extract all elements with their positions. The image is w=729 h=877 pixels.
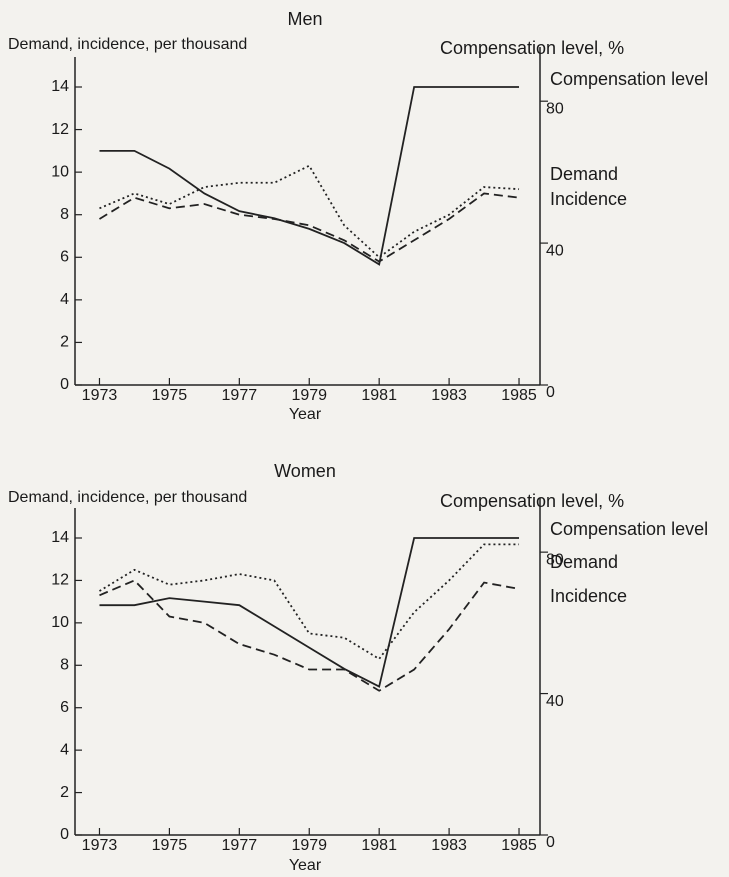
y2-tick-label: 40 (546, 242, 564, 259)
x-tick-label: 1981 (361, 387, 397, 404)
y-tick-label: 4 (60, 291, 69, 308)
series-label: Compensation level (550, 69, 708, 89)
x-tick-label: 1977 (222, 837, 258, 854)
y-tick-label: 2 (60, 784, 69, 801)
y-tick-label: 8 (60, 657, 69, 674)
y-tick-label: 2 (60, 334, 69, 351)
y2-tick-label: 80 (546, 100, 564, 117)
x-axis-label: Year (289, 857, 322, 874)
x-tick-label: 1985 (501, 387, 537, 404)
y-tick-label: 12 (51, 121, 69, 138)
series-line (99, 192, 520, 263)
y-axis-label: Demand, incidence, per thousand (8, 36, 247, 53)
x-tick-label: 1975 (152, 837, 188, 854)
y-tick-label: 10 (51, 614, 69, 631)
y-tick-label: 14 (51, 78, 69, 95)
y2-axis-label: Compensation level, % (440, 38, 624, 58)
y-tick-label: 0 (60, 376, 69, 393)
y-tick-label: 6 (60, 249, 69, 266)
y-tick-label: 10 (51, 163, 69, 180)
x-tick-label: 1983 (431, 387, 467, 404)
y-axis-label: Demand, incidence, per thousand (8, 489, 247, 506)
y-tick-label: 12 (51, 572, 69, 589)
y-tick-label: 0 (60, 826, 69, 843)
x-tick-label: 1973 (82, 387, 118, 404)
series-label: Demand (550, 164, 618, 184)
x-tick-label: 1977 (222, 387, 258, 404)
y-tick-label: 8 (60, 206, 69, 223)
x-tick-label: 1985 (501, 837, 537, 854)
y-tick-label: 14 (51, 529, 69, 546)
series-label: Incidence (550, 586, 627, 606)
x-axis-label: Year (289, 406, 322, 423)
x-tick-label: 1981 (361, 837, 397, 854)
y-tick-label: 6 (60, 699, 69, 716)
series-label: Incidence (550, 189, 627, 209)
x-tick-label: 1973 (82, 837, 118, 854)
x-tick-label: 1979 (291, 387, 327, 404)
y2-tick-label: 40 (546, 693, 564, 710)
series-line (99, 579, 520, 692)
series-line (99, 164, 520, 259)
series-label: Compensation level (550, 519, 708, 539)
series-line (99, 537, 520, 688)
y2-axis-label: Compensation level, % (440, 491, 624, 511)
y-tick-label: 4 (60, 741, 69, 758)
y2-tick-label: 0 (546, 834, 555, 851)
series-line (99, 543, 520, 661)
chart-title: Women (274, 461, 336, 481)
series-line (99, 86, 520, 266)
x-tick-label: 1983 (431, 837, 467, 854)
x-tick-label: 1975 (152, 387, 188, 404)
x-tick-label: 1979 (291, 837, 327, 854)
chart-title: Men (287, 9, 322, 29)
series-label: Demand (550, 552, 618, 572)
y2-tick-label: 0 (546, 384, 555, 401)
y2-tick-label: 80 (546, 551, 564, 568)
